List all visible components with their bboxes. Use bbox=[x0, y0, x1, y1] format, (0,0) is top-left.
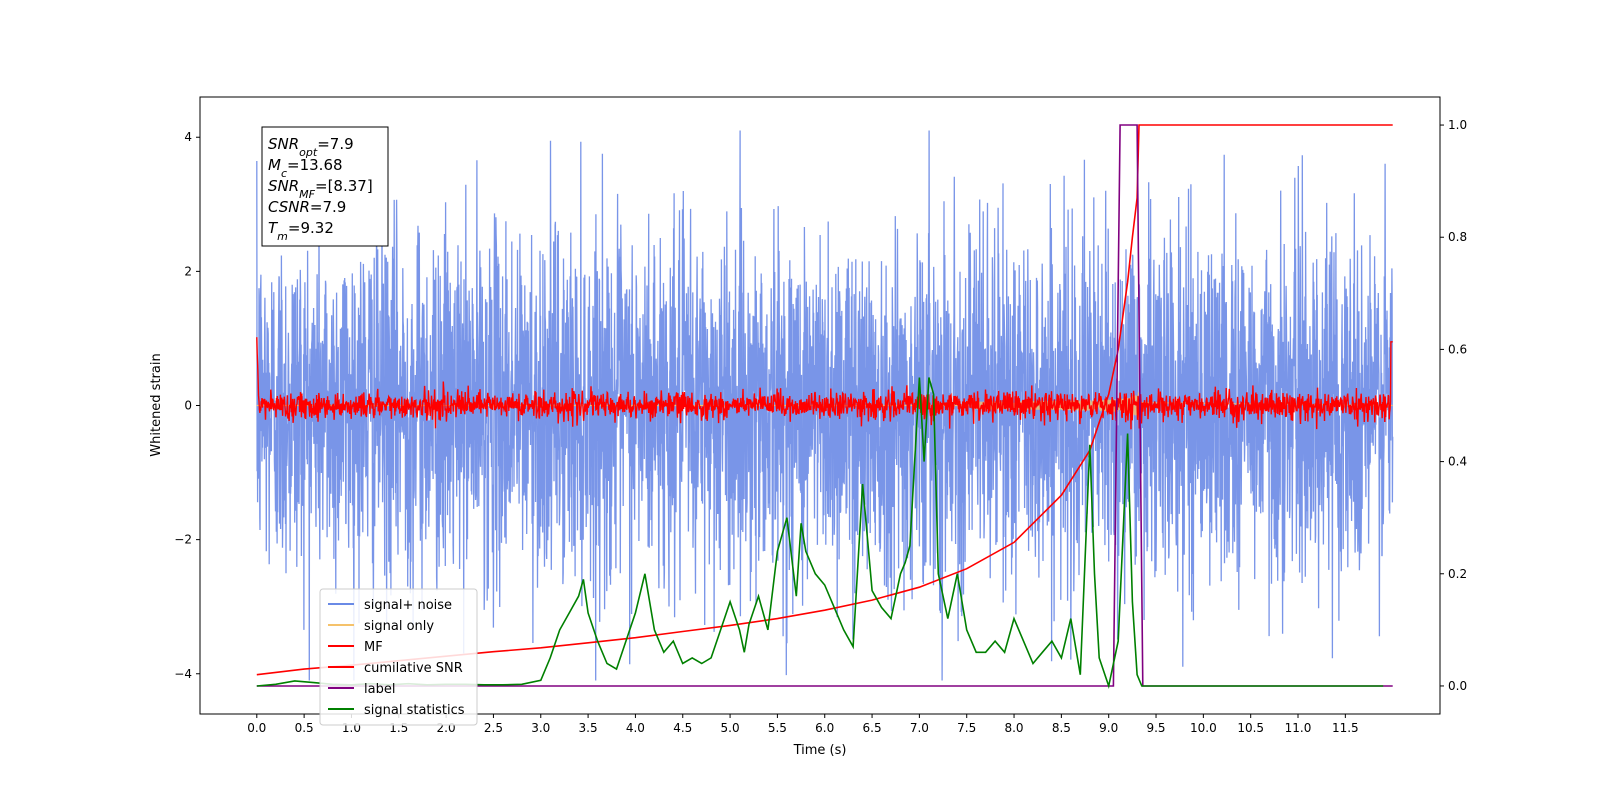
legend-label: signal+ noise bbox=[364, 598, 452, 613]
legend-label: cumilative SNR bbox=[364, 661, 463, 676]
y-right-tick-label: 0.0 bbox=[1448, 679, 1467, 693]
y-right-tick-label: 0.2 bbox=[1448, 567, 1467, 581]
legend-label: signal only bbox=[364, 619, 434, 634]
annotation-line: Mc=13.68 bbox=[268, 156, 343, 180]
y-right-tick-label: 0.6 bbox=[1448, 342, 1467, 356]
legend-label: MF bbox=[364, 640, 383, 655]
annotation-line: SNRMF=[8.37] bbox=[268, 177, 373, 201]
x-tick-label: 10.0 bbox=[1190, 721, 1217, 735]
x-tick-label: 9.0 bbox=[1099, 721, 1118, 735]
x-axis-label: Time (s) bbox=[793, 743, 847, 758]
legend-label: label bbox=[364, 682, 395, 697]
y-left-tick-label: −4 bbox=[174, 667, 192, 681]
x-tick-label: 0.0 bbox=[247, 721, 266, 735]
annotation-box-frame bbox=[261, 126, 389, 247]
y-right-tick-label: 0.8 bbox=[1448, 230, 1467, 244]
x-tick-label: 10.5 bbox=[1237, 721, 1264, 735]
annotation-line: SNRopt=7.9 bbox=[268, 135, 354, 159]
series-layer bbox=[256, 124, 1394, 690]
x-axis-ticks: 0.0 0.5 1.0 1.5 2.0 2.5 3.0 3.5 4.0 4.5 5.0 5.5 6.0 6… bbox=[247, 714, 1359, 735]
x-tick-label: 4.0 bbox=[626, 721, 645, 735]
x-tick-label: 11.0 bbox=[1285, 721, 1312, 735]
x-tick-label: 0.5 bbox=[295, 721, 314, 735]
x-tick-label: 5.0 bbox=[721, 721, 740, 735]
y-axis-right-ticks: 0.0 0.2 0.4 0.6 0.8 1.0 bbox=[1440, 118, 1467, 693]
y-left-tick-label: 4 bbox=[184, 130, 192, 144]
y-axis-left-ticks: −4 −2 0 2 4 bbox=[174, 130, 200, 681]
x-tick-label: 8.0 bbox=[1004, 721, 1023, 735]
legend: signal+ noise signal only MF cumilative SNR… bbox=[319, 588, 478, 726]
annotation-line: CSNR=7.9 bbox=[268, 198, 346, 216]
x-tick-label: 7.0 bbox=[910, 721, 929, 735]
x-tick-label: 9.5 bbox=[1146, 721, 1165, 735]
x-tick-label: 6.0 bbox=[815, 721, 834, 735]
y-left-tick-label: −2 bbox=[174, 533, 192, 547]
x-tick-label: 11.5 bbox=[1332, 721, 1359, 735]
series-signal-statistics bbox=[256, 377, 1384, 690]
x-tick-label: 2.5 bbox=[484, 721, 503, 735]
y-right-tick-label: 1.0 bbox=[1448, 118, 1467, 132]
x-tick-label: 8.5 bbox=[1052, 721, 1071, 735]
x-tick-label: 4.5 bbox=[673, 721, 692, 735]
legend-label: signal statistics bbox=[364, 703, 465, 718]
x-tick-label: 3.0 bbox=[531, 721, 550, 735]
x-tick-label: 7.5 bbox=[957, 721, 976, 735]
x-tick-label: 6.5 bbox=[863, 721, 882, 735]
y-left-tick-label: 0 bbox=[184, 399, 192, 413]
y-axis-label: Whitened strain bbox=[149, 353, 164, 456]
series-mf bbox=[256, 337, 1393, 430]
y-right-tick-label: 0.4 bbox=[1448, 455, 1467, 469]
y-left-tick-label: 2 bbox=[184, 264, 192, 278]
annotation-line: Tm=9.32 bbox=[268, 219, 334, 243]
legend-frame bbox=[319, 588, 478, 726]
x-tick-label: 5.5 bbox=[768, 721, 787, 735]
x-tick-label: 3.5 bbox=[579, 721, 598, 735]
